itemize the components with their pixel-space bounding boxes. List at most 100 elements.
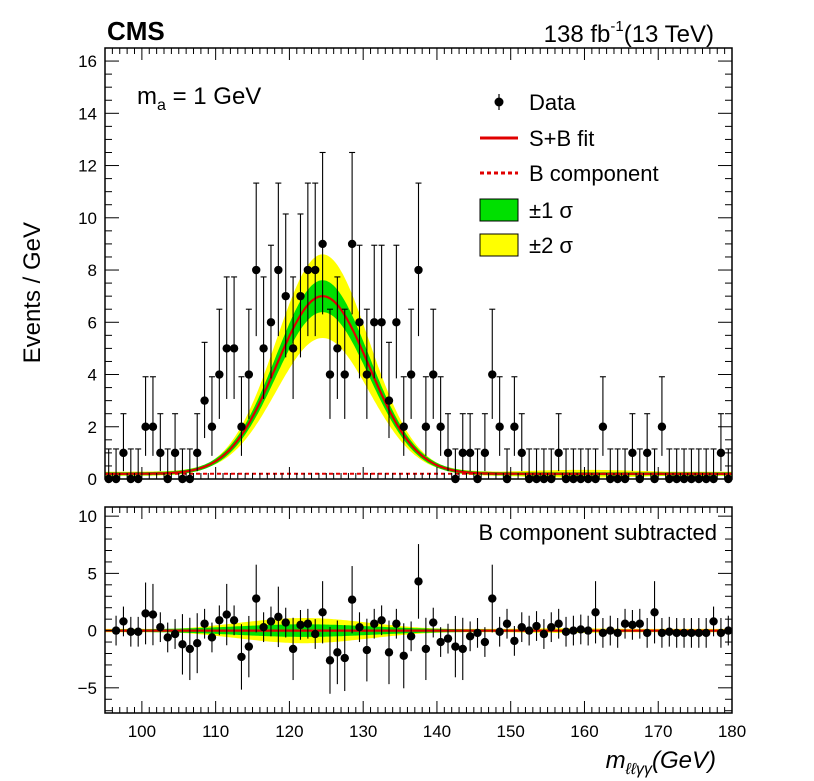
x-tick-label: 110 (202, 722, 229, 741)
lower-data-point (362, 618, 372, 682)
upper-data-point (539, 448, 549, 484)
upper-data-point (510, 376, 519, 456)
legend-data-marker (494, 97, 504, 107)
lower-data-marker (156, 622, 165, 632)
upper-data-point (207, 376, 217, 456)
upper-data-point (170, 413, 180, 472)
lower-data-marker (193, 638, 202, 648)
x-tick-labels: 100 110 120 130 140 150 160 170 180 (128, 722, 746, 741)
lower-frame (104, 506, 733, 714)
upper-y-tick-label: 0 (88, 470, 97, 489)
lower-data-point (657, 618, 667, 648)
x-tick-label: 170 (644, 722, 672, 741)
lower-data-marker (119, 617, 128, 626)
upper-data-marker (119, 448, 128, 458)
upper-data-point (156, 413, 165, 472)
lower-data-point (229, 605, 239, 636)
lower-data-point (274, 586, 283, 648)
lower-data-marker (465, 632, 475, 641)
lower-data-point (480, 627, 490, 657)
lower-data-marker (207, 633, 217, 642)
upper-data-point (318, 151, 327, 315)
upper-data-point (547, 448, 556, 484)
lower-data-point (347, 566, 357, 634)
lower-y-tick-labels: −5 0 5 10 (78, 507, 97, 698)
upper-data-marker (429, 370, 438, 379)
upper-data-point (517, 413, 526, 472)
upper-data-points (104, 151, 733, 484)
lower-data-marker (392, 619, 401, 628)
lower-data-point (547, 612, 556, 643)
lumi-energy: (13 TeV) (624, 21, 714, 48)
lower-data-marker (488, 594, 497, 603)
upper-data-marker (657, 422, 667, 431)
lower-data-marker (148, 610, 158, 619)
lower-data-marker (215, 616, 224, 625)
upper-data-marker (377, 318, 386, 327)
upper-data-point (296, 213, 305, 358)
upper-data-point (642, 413, 652, 472)
lower-data-point (207, 622, 217, 653)
lower-data-point (598, 618, 608, 648)
lower-data-marker (716, 628, 726, 638)
lower-data-marker (672, 628, 681, 638)
x-tick-label: 180 (718, 722, 746, 741)
lower-data-point (281, 607, 290, 638)
upper-data-point (222, 276, 231, 399)
upper-data-point (488, 308, 497, 419)
lower-data-marker (347, 595, 357, 604)
lower-data-point (672, 618, 681, 648)
upper-data-marker (421, 422, 431, 431)
lower-data-marker (709, 617, 718, 626)
lower-data-point (325, 626, 335, 694)
upper-data-marker (458, 448, 467, 458)
upper-data-marker (229, 344, 239, 353)
mass-annotation: ma = 1 GeV (137, 83, 261, 114)
lower-data-marker (665, 627, 674, 636)
lower-data-marker (325, 656, 335, 665)
x-tick-label: 130 (349, 722, 377, 741)
upper-data-point (274, 182, 283, 337)
upper-data-point (325, 308, 335, 419)
lower-data-marker (126, 627, 136, 636)
upper-data-point (458, 413, 467, 472)
lower-data-marker (502, 619, 512, 628)
lower-data-point (370, 608, 379, 639)
lower-data-point (340, 625, 349, 692)
upper-y-tick-label: 14 (78, 104, 97, 123)
upper-data-point (311, 182, 320, 337)
lower-data-point (296, 610, 305, 640)
upper-data-point (429, 308, 438, 419)
lower-data-marker (362, 645, 372, 655)
upper-frame (104, 47, 733, 480)
lower-data-marker (591, 608, 600, 617)
lower-data-marker (406, 632, 416, 641)
lower-data-point (465, 621, 475, 652)
upper-data-point (583, 448, 593, 484)
lumi-label: 138 fb-1(13 TeV) (544, 18, 714, 48)
lower-data-point (561, 616, 571, 647)
lower-data-point (628, 610, 637, 640)
lower-data-marker (701, 628, 711, 638)
lower-data-marker (281, 618, 290, 627)
lower-data-point (148, 583, 158, 646)
lower-data-marker (414, 577, 423, 586)
upper-data-point (620, 448, 630, 484)
upper-data-point (657, 376, 667, 456)
lower-data-marker (620, 619, 630, 628)
upper-data-marker (340, 370, 349, 379)
lower-y-tick-label: −5 (78, 679, 97, 698)
upper-data-point (200, 341, 209, 439)
lower-data-point (126, 616, 136, 647)
upper-data-point (370, 244, 379, 379)
lower-data-marker (451, 642, 460, 651)
upper-data-point (126, 448, 136, 484)
lower-data-point (414, 544, 423, 619)
lower-data-marker (554, 619, 563, 628)
lower-data-point (495, 616, 504, 647)
upper-data-point (111, 448, 121, 484)
lower-data-point (178, 614, 187, 675)
x-axis-title: mℓℓγγ(GeV) (606, 747, 716, 778)
lower-data-point (318, 581, 327, 644)
upper-data-marker (642, 448, 652, 458)
